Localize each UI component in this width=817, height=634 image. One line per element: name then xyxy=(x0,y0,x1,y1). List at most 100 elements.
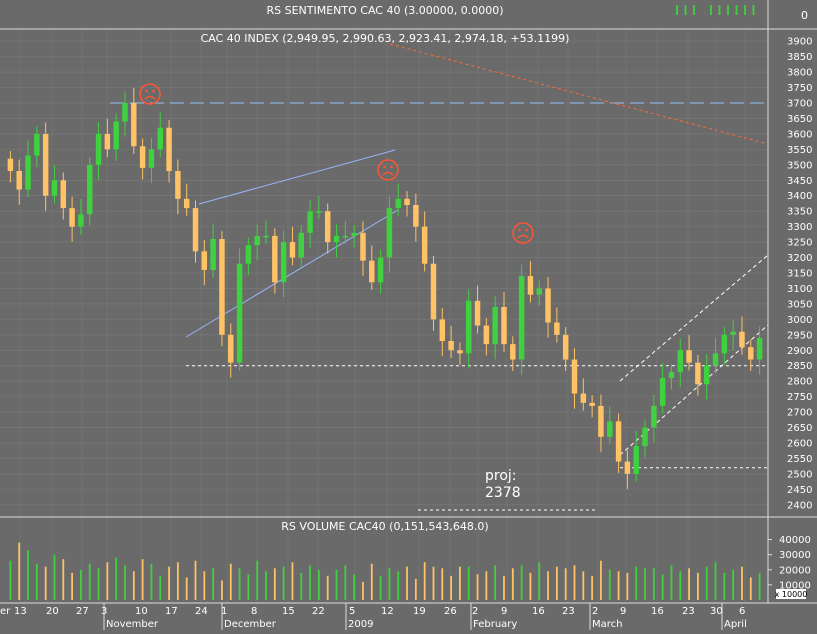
price-tick-label: 3450 xyxy=(787,176,812,187)
candle-body xyxy=(721,334,728,354)
candle-body xyxy=(210,239,216,270)
x-month-label: February xyxy=(473,619,517,630)
price-tick-label: 3100 xyxy=(787,284,812,295)
candle-body xyxy=(404,198,410,205)
candle-body xyxy=(95,133,102,165)
candle-body xyxy=(69,208,75,227)
x-day-label: 10 xyxy=(135,606,148,617)
candle-body xyxy=(518,276,525,360)
x-day-label: 1 xyxy=(221,606,227,617)
candle-body xyxy=(580,393,587,403)
candle-body xyxy=(272,235,278,283)
candle-body xyxy=(34,133,40,156)
candle-body xyxy=(166,127,172,171)
candle-body xyxy=(386,208,393,258)
candle-body xyxy=(413,205,419,227)
price-tick-label: 2550 xyxy=(787,454,812,465)
candle-body xyxy=(25,155,31,190)
candle-body xyxy=(113,121,119,150)
candle-body xyxy=(642,427,648,447)
wedge-upper-line xyxy=(198,149,396,205)
frown-eye xyxy=(383,165,386,169)
candle-body xyxy=(139,146,146,168)
frown-face-icon xyxy=(139,83,161,105)
candle-body xyxy=(633,446,639,474)
x-day-label: 12 xyxy=(381,606,394,617)
price-tick-label: 2750 xyxy=(787,392,812,403)
price-tick-label: 3050 xyxy=(787,299,812,310)
price-tick-label: 3750 xyxy=(787,83,812,94)
frown-outline xyxy=(377,159,399,181)
price-tick-label: 2950 xyxy=(787,330,812,341)
x-month-label: April xyxy=(724,619,747,630)
price-tick-label: 3850 xyxy=(787,52,812,63)
x-partial-label: er xyxy=(0,606,11,617)
price-tick-label: 3300 xyxy=(787,222,812,233)
price-tick-label: 2700 xyxy=(787,408,812,419)
price-tick-label: 3650 xyxy=(787,114,812,125)
candle-body xyxy=(677,350,683,372)
candle-body xyxy=(712,353,719,366)
price-tick-label: 3550 xyxy=(787,145,812,156)
frown-mouth xyxy=(517,234,529,239)
candle-body xyxy=(624,461,631,474)
candle-body xyxy=(562,334,569,360)
candle-body xyxy=(536,288,542,295)
candle-body xyxy=(351,232,357,236)
candle-body xyxy=(695,362,701,385)
x-day-label: 9 xyxy=(620,606,626,617)
frown-outline xyxy=(139,83,161,105)
candle-body xyxy=(510,344,516,360)
frown-face-icon xyxy=(512,222,534,244)
x-day-label: 16 xyxy=(651,606,664,617)
frown-eye xyxy=(518,228,521,232)
price-tick-label: 2600 xyxy=(787,439,812,450)
x-month-label: December xyxy=(224,619,277,630)
price-tick-label: 2500 xyxy=(787,469,812,480)
price-tick-label: 2400 xyxy=(787,500,812,511)
volume-tick-label: 40000 xyxy=(779,535,811,546)
volume-scale-box xyxy=(776,589,806,599)
candle-body xyxy=(369,260,375,283)
candle-body xyxy=(219,239,225,335)
channel-upper-line xyxy=(619,254,769,382)
x-day-label: 30 xyxy=(710,606,723,617)
price-y-axis: 2400 2450 2500 2550 2600 2650 2700 2750 2800 2850… xyxy=(787,37,812,512)
x-day-label: 17 xyxy=(165,606,178,617)
price-tick-label: 3200 xyxy=(787,253,812,264)
x-day-label: 27 xyxy=(76,606,89,617)
candle-body xyxy=(148,149,155,168)
candle-body xyxy=(589,402,595,406)
candle-body xyxy=(739,331,745,348)
x-day-label: 23 xyxy=(562,606,575,617)
candle-body xyxy=(307,211,313,233)
price-tick-label: 3000 xyxy=(787,315,812,326)
candle-body xyxy=(651,405,657,428)
grid xyxy=(0,29,768,603)
x-month-label: March xyxy=(592,619,622,630)
price-tick-label: 2800 xyxy=(787,377,812,388)
price-tick-label: 3500 xyxy=(787,160,812,171)
candle-body xyxy=(263,235,269,238)
frown-eye xyxy=(525,228,528,232)
frown-mouth xyxy=(144,95,156,100)
candle-body xyxy=(245,245,252,264)
x-day-label: 8 xyxy=(251,606,257,617)
volume-tick-label: 30000 xyxy=(779,550,811,561)
price-tick-label: 3800 xyxy=(787,68,812,79)
candle-body xyxy=(316,211,322,213)
x-day-label: 20 xyxy=(46,606,59,617)
sentiment-axis-value: 0 xyxy=(801,9,808,22)
sentiment-title: RS SENTIMENTO CAC 40 (3.00000, 0.0000) xyxy=(266,4,503,17)
candle-body xyxy=(571,359,578,394)
volume-bars xyxy=(9,542,761,600)
x-month-label: 2009 xyxy=(348,619,373,630)
x-day-label: 2 xyxy=(592,606,598,617)
candle-body xyxy=(201,251,208,270)
candle-body xyxy=(421,226,428,264)
candle-body xyxy=(175,171,181,199)
candle-body xyxy=(254,235,260,246)
